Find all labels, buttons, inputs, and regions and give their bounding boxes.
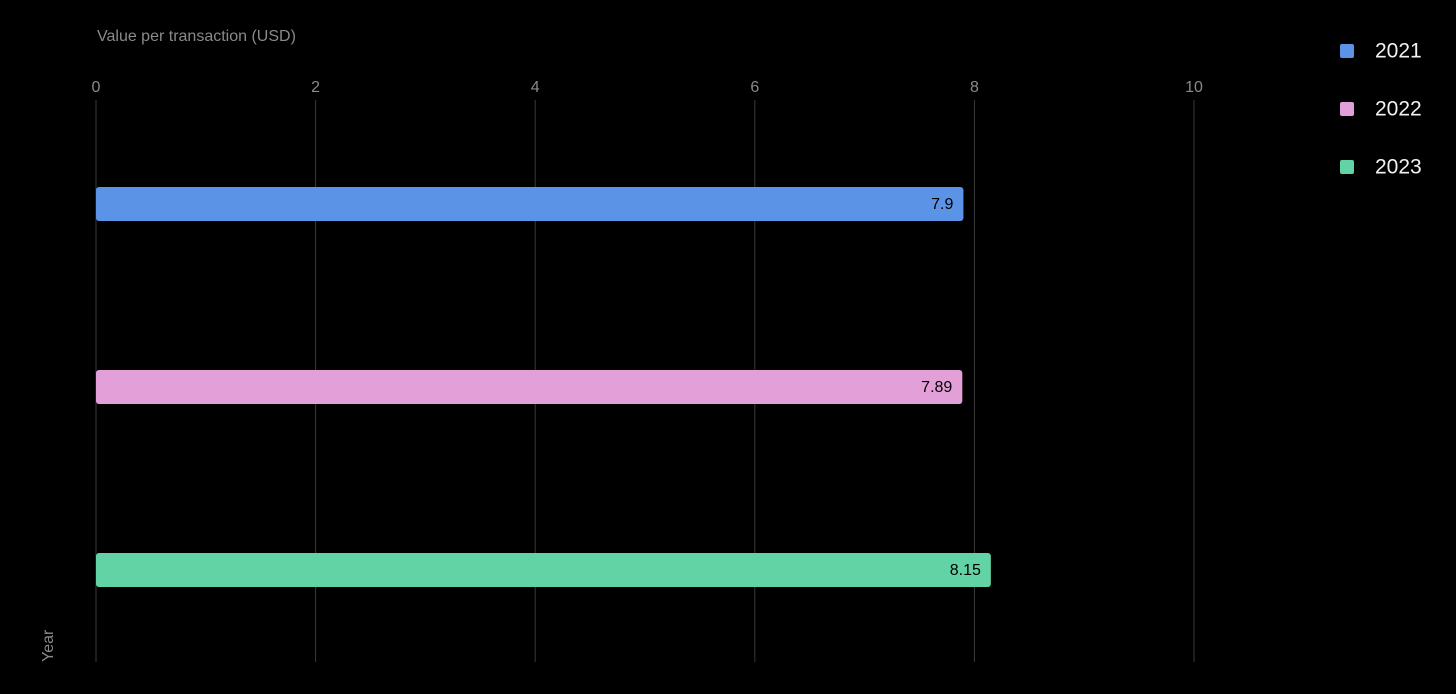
- x-tick-label: 2: [311, 79, 320, 96]
- x-tick-label: 4: [531, 79, 540, 96]
- y-axis-label: Year: [40, 629, 57, 662]
- legend-swatch: [1340, 102, 1354, 116]
- x-tick-label: 8: [970, 79, 979, 96]
- x-tick-label: 6: [750, 79, 759, 96]
- legend-label: 2023: [1375, 156, 1422, 179]
- legend-swatch: [1340, 160, 1354, 174]
- legend-label: 2022: [1375, 98, 1422, 121]
- bar: [96, 553, 991, 587]
- x-axis-label: Value per transaction (USD): [97, 28, 296, 45]
- value-label: 8.15: [950, 562, 981, 579]
- legend-swatch: [1340, 44, 1354, 58]
- legend-label: 2021: [1375, 40, 1422, 63]
- x-tick-label: 10: [1185, 79, 1203, 96]
- bar: [96, 370, 963, 404]
- bar: [96, 187, 964, 221]
- value-label: 7.9: [931, 196, 953, 213]
- x-tick-label: 0: [92, 79, 101, 96]
- value-label: 7.89: [921, 379, 952, 396]
